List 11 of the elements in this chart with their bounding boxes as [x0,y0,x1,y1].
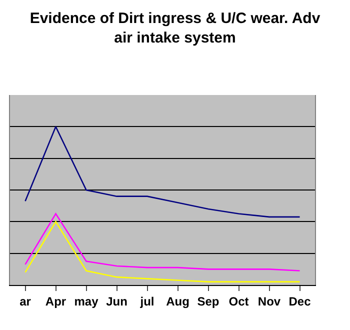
chart-title: Evidence of Dirt ingress & U/C wear. Adv air intake system [30,10,321,47]
x-tick-label: Dec [288,294,312,308]
x-tick-label: Nov [258,294,281,308]
x-tick-label: Jun [106,294,128,308]
x-tick-label: Sep [197,294,220,308]
x-tick-label: Apr [45,294,66,308]
x-tick-label: ar [20,294,32,308]
x-tick-label: Oct [228,294,249,308]
x-tick-label: Aug [166,294,190,308]
x-tick-label: may [74,294,99,308]
x-tick-label: jul [139,294,154,308]
